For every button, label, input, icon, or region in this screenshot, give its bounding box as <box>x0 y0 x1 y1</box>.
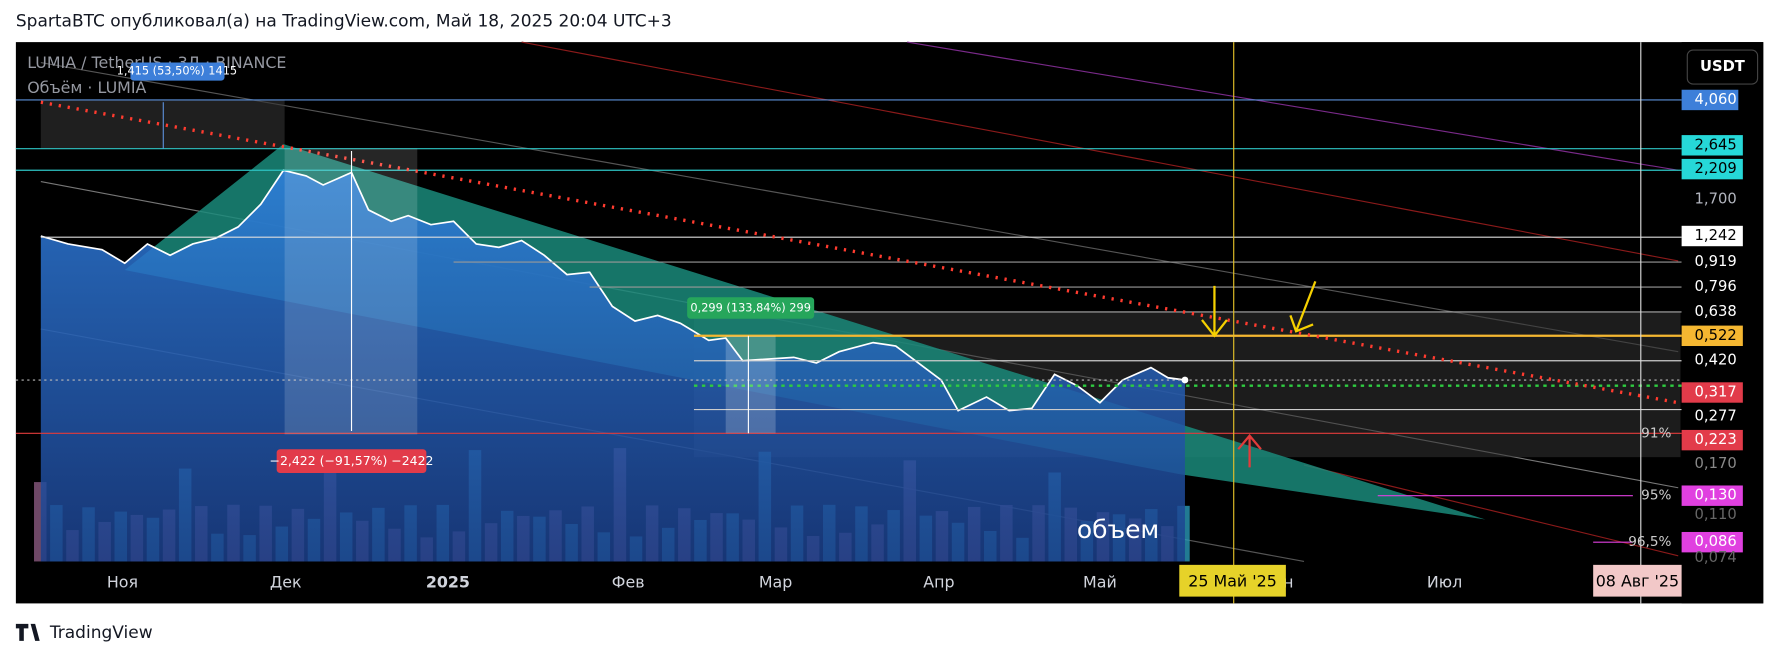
price-label: 4,060 <box>1695 91 1737 108</box>
price-label: 0,317 <box>1695 383 1737 400</box>
price-label: 0,074 <box>1695 549 1737 566</box>
measure-label-bg <box>687 297 815 319</box>
time-label: 08 Авг '25 <box>1596 571 1679 590</box>
arrow <box>1201 285 1228 338</box>
measure-label-bg <box>130 62 225 81</box>
measure-label-bg <box>276 449 427 474</box>
price-tag <box>1681 158 1743 180</box>
time-label: Дек <box>270 573 302 592</box>
trend-line <box>1303 464 1679 557</box>
price-tag <box>1681 429 1743 451</box>
levels <box>15 42 1682 604</box>
price-tag <box>1681 325 1743 347</box>
price-label: 2,645 <box>1695 136 1737 153</box>
time-label: Июл <box>1427 573 1462 592</box>
price-label: 1,242 <box>1695 227 1737 244</box>
fib-label: 91% <box>1641 425 1671 441</box>
price-label: 0,223 <box>1695 431 1737 448</box>
time-scale: Ноя Дек 2025 Фев Мар Апр Май Июн Июл 25 … <box>107 564 1682 597</box>
price-label: 0,420 <box>1695 352 1737 369</box>
measure-box <box>725 335 776 434</box>
price-label: 0,110 <box>1695 506 1737 523</box>
trend-line <box>40 61 1679 353</box>
price-label: 0,796 <box>1695 278 1737 295</box>
price-label: 0,919 <box>1695 253 1737 270</box>
time-label: Фев <box>612 573 645 592</box>
price-label: 0,277 <box>1695 407 1737 424</box>
arrow <box>1237 433 1262 468</box>
price-tag <box>1681 225 1743 247</box>
time-label: 2025 <box>426 573 470 592</box>
measure-label: 1,415 (53,50%) 1415 <box>117 64 238 78</box>
fib-label: 95% <box>1641 488 1671 504</box>
legend-volume: Объём · LUMIA <box>27 78 146 97</box>
date-tag <box>1593 564 1682 597</box>
fib-label: 96,5% <box>1628 534 1671 550</box>
annotation-text: объем <box>1077 515 1159 544</box>
price-tag <box>1681 89 1739 111</box>
price-tag <box>1681 531 1743 553</box>
measure-box <box>284 148 418 435</box>
price-tag <box>1681 382 1743 403</box>
last-point <box>1181 376 1189 384</box>
time-label: Апр <box>923 573 954 592</box>
currency-label: USDT <box>1700 58 1745 75</box>
date-tag <box>1179 564 1286 597</box>
price-label: 0,086 <box>1695 533 1737 550</box>
time-label: Мар <box>759 573 792 592</box>
currency-button[interactable] <box>1686 49 1759 85</box>
price-label: 0,130 <box>1695 487 1737 504</box>
price-label: 0,638 <box>1695 303 1737 320</box>
price-line <box>40 169 1186 412</box>
measure-label: 0,299 (133,84%) 299 <box>690 301 811 315</box>
brand-logo <box>15 623 40 641</box>
brand-name: TradingView <box>49 623 153 643</box>
measure-label: −2,422 (−91,57%) −2422 <box>270 453 434 468</box>
header-title: SpartaBTC опубликовал(а) на TradingView.… <box>16 12 672 32</box>
price-tag <box>1681 485 1743 506</box>
time-label: Ноя <box>107 573 138 592</box>
time-label: Май <box>1083 573 1117 592</box>
price-label: 0,522 <box>1695 327 1737 344</box>
price-label: 2,209 <box>1695 160 1737 177</box>
price-label: 1,700 <box>1695 191 1737 208</box>
price-tag <box>1681 135 1743 156</box>
price-scale: USDT 4,060 2,645 2,209 1,700 1,242 0,919… <box>1681 42 1764 604</box>
time-label: 25 Май '25 <box>1188 571 1277 590</box>
price-label: 0,170 <box>1695 455 1737 472</box>
trend-line <box>521 41 1679 262</box>
arrow <box>1289 280 1317 333</box>
